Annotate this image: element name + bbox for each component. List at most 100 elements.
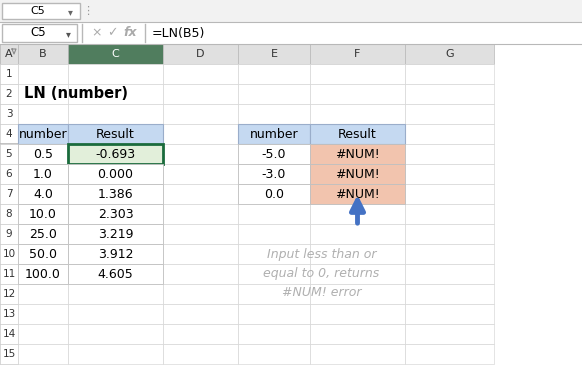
Bar [238,84,310,104]
Text: ▾: ▾ [66,29,70,39]
Bar [405,304,494,324]
Bar [0,64,18,84]
Bar [310,244,405,264]
Bar [0,324,18,344]
Bar [310,344,405,364]
Bar [238,284,310,304]
Text: 14: 14 [2,329,16,339]
Bar [68,124,163,144]
Text: 10: 10 [2,249,16,259]
Text: ×: × [92,26,102,40]
Bar [68,224,163,244]
Bar [310,284,405,304]
Bar [18,184,68,204]
Text: #NUM!: #NUM! [335,147,380,161]
Bar [163,304,238,324]
Bar [238,184,310,204]
Text: 4: 4 [6,129,12,139]
Bar [18,64,68,84]
Bar [0,104,18,124]
Bar [163,204,238,224]
Bar [238,144,310,164]
Bar [18,284,68,304]
Bar [405,324,494,344]
Bar [310,64,405,84]
Bar [405,204,494,224]
Bar [18,204,68,224]
Bar [0,344,18,364]
Bar [18,224,68,244]
Bar [405,344,494,364]
Bar [0,344,18,364]
Bar [68,84,163,104]
Text: -0.693: -0.693 [95,147,136,161]
Text: 15: 15 [2,349,16,359]
Bar [310,204,405,224]
Text: F: F [354,49,361,59]
Bar [310,164,405,184]
Bar [163,264,238,284]
Bar [0,44,18,64]
Bar [405,124,494,144]
Bar [18,144,68,164]
Bar [163,144,238,164]
Bar [405,144,494,164]
Bar [18,104,68,124]
Bar [68,224,163,244]
Bar [0,0,582,22]
Bar [163,104,238,124]
Text: 0.000: 0.000 [98,168,133,180]
Bar [0,204,18,224]
Bar [0,264,18,284]
Bar [18,244,68,264]
Text: G: G [445,49,454,59]
Bar [0,104,18,124]
Bar [0,164,18,184]
Bar [18,204,68,224]
Bar [0,124,18,144]
Bar [68,64,163,84]
Bar [18,244,68,264]
Bar [238,204,310,224]
Text: E: E [271,49,278,59]
Text: 100.0: 100.0 [25,268,61,280]
Bar [68,244,163,264]
Bar [310,184,405,204]
Bar [0,64,18,84]
Text: 9: 9 [6,229,12,239]
Bar [0,184,18,204]
Text: Result: Result [96,127,135,141]
Bar [310,304,405,324]
Bar [0,284,18,304]
Text: B: B [39,49,47,59]
Text: ⋮: ⋮ [83,6,94,16]
Bar [18,124,68,144]
Bar [238,184,310,204]
Bar [68,284,163,304]
Bar [310,144,405,164]
Text: 0.0: 0.0 [264,187,284,201]
Bar [405,64,494,84]
Text: 2: 2 [6,89,12,99]
Bar [18,324,68,344]
Text: 1.0: 1.0 [33,168,53,180]
Text: 1: 1 [6,69,12,79]
Bar [68,144,163,164]
Bar [18,224,68,244]
Bar [238,104,310,124]
Text: Result: Result [338,127,377,141]
Bar [68,144,163,164]
Bar [310,144,405,164]
Bar [310,264,405,284]
Bar [2,24,77,42]
Text: ▾: ▾ [68,7,72,17]
Bar [405,44,494,64]
Bar [163,44,238,64]
Bar [238,164,310,184]
Text: C5: C5 [31,6,45,16]
Bar [310,124,405,144]
Bar [0,324,18,344]
Bar [0,164,18,184]
Bar [238,324,310,344]
Bar [163,324,238,344]
